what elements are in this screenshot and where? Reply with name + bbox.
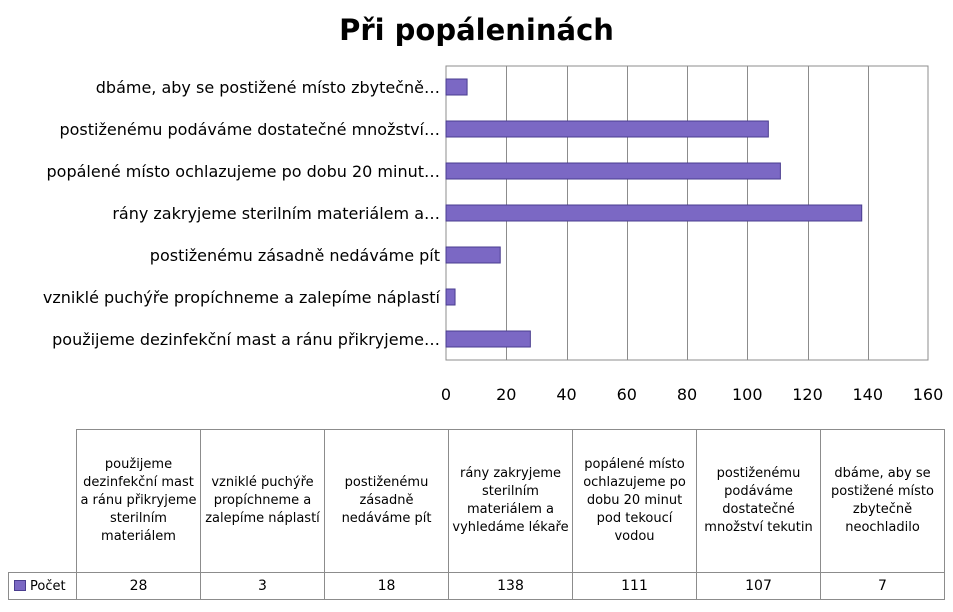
bar [445, 330, 531, 348]
x-tick-label: 120 [792, 385, 823, 404]
data-table-category-header: dbáme, aby se postižené místo zbytečně n… [820, 429, 945, 573]
bar [445, 204, 863, 222]
data-table-category-header: vzniklé puchýře propíchneme a zalepíme n… [200, 429, 325, 573]
category-label: popálené místo ochlazujeme po dobu 20 mi… [47, 162, 441, 181]
series-name: Počet [30, 578, 66, 594]
data-table-value-cell: 107 [696, 572, 821, 600]
x-tick-label: 80 [677, 385, 697, 404]
category-label: použijeme dezinfekční mast a ránu přikry… [52, 330, 440, 349]
category-labels: použijeme dezinfekční mast a ránu přikry… [43, 78, 441, 349]
bar [445, 120, 769, 138]
data-table-header-row: použijeme dezinfekční mast a ránu přikry… [8, 429, 945, 573]
bar [445, 78, 468, 96]
x-tick-label: 60 [617, 385, 637, 404]
category-label: postiženému podáváme dostatečné množství… [59, 120, 440, 139]
data-table-value-row: Počet 28 3 18 138 111 107 7 [8, 572, 945, 600]
data-table-category-header: použijeme dezinfekční mast a ránu přikry… [76, 429, 201, 573]
bar [445, 162, 781, 180]
data-table-category-header: rány zakryjeme sterilním materiálem a vy… [448, 429, 573, 573]
bar [445, 246, 501, 264]
category-label: rány zakryjeme sterilním materiálem a… [112, 204, 440, 223]
x-tick-labels: 0 20 40 60 80 100 120 140 160 [441, 385, 943, 404]
data-table-value-cell: 3 [200, 572, 325, 600]
bar-chart: použijeme dezinfekční mast a ránu přikry… [43, 65, 943, 404]
x-tick-label: 40 [556, 385, 576, 404]
x-tick-label: 160 [913, 385, 944, 404]
series-name-cell: Počet [8, 572, 77, 600]
data-table-category-header: postiženému zásadně nedáváme pít [324, 429, 449, 573]
data-table: použijeme dezinfekční mast a ránu přikry… [8, 429, 945, 600]
bar [445, 288, 456, 306]
data-table-category-header: postiženému podáváme dostatečné množství… [696, 429, 821, 573]
x-tick-label: 100 [732, 385, 763, 404]
data-table-value-cell: 111 [572, 572, 697, 600]
chart-title: Při popáleninách [339, 13, 614, 47]
data-table-corner [8, 429, 77, 573]
x-tick-label: 140 [852, 385, 883, 404]
x-tick-label: 0 [441, 385, 451, 404]
data-table-value-cell: 18 [324, 572, 449, 600]
data-table-value-cell: 7 [820, 572, 945, 600]
category-label: dbáme, aby se postižené místo zbytečně… [96, 78, 440, 97]
data-table-value-cell: 28 [76, 572, 201, 600]
legend-key [14, 579, 26, 591]
data-table-value-cell: 138 [448, 572, 573, 600]
x-tick-label: 20 [496, 385, 516, 404]
category-label: vzniklé puchýře propíchneme a zalepíme n… [43, 288, 441, 307]
bars [445, 78, 863, 348]
data-table-category-header: popálené místo ochlazujeme po dobu 20 mi… [572, 429, 697, 573]
category-label: postiženému zásadně nedáváme pít [150, 246, 440, 265]
